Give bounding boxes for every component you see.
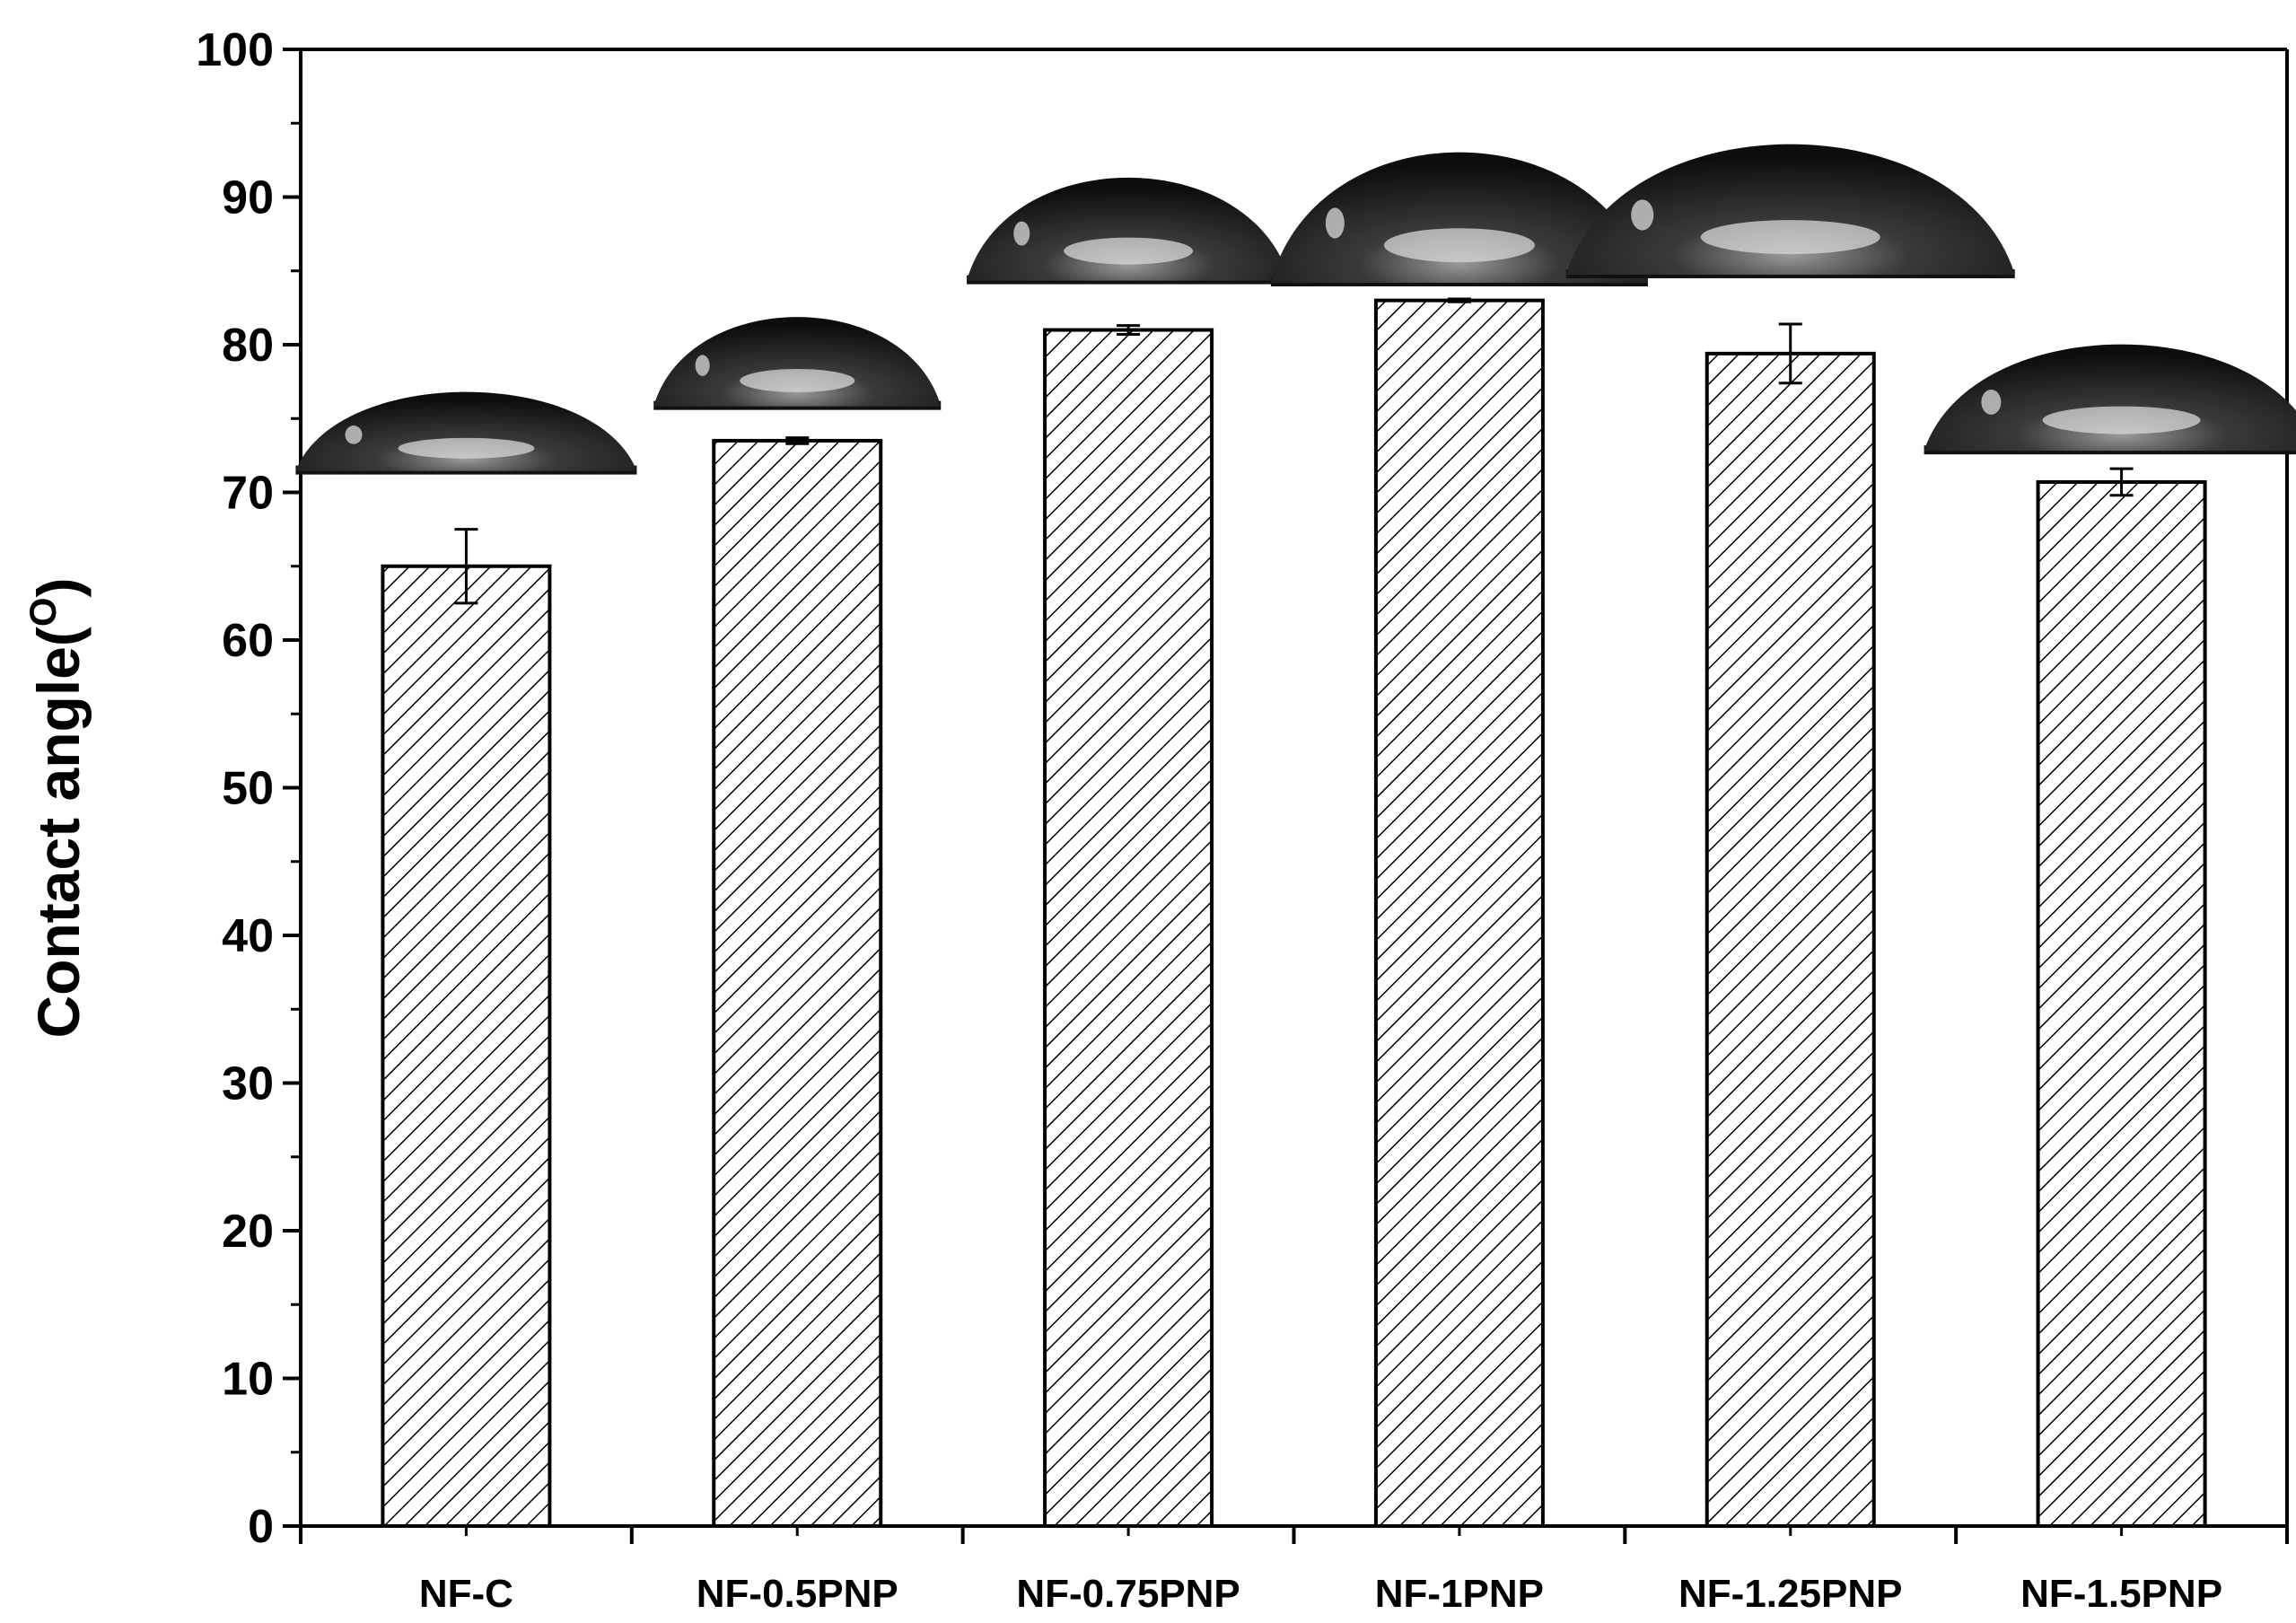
x-tick-label: NF-1.5PNP [2020,1572,2222,1616]
droplet-shape [295,391,637,471]
x-tick-label: NF-C [419,1572,513,1616]
error-bars [454,297,2134,605]
bar [381,564,552,1528]
bar [712,438,883,1528]
y-tick-label: 0 [248,1501,274,1553]
droplet-image [1565,144,2015,278]
droplet-highlight [1700,220,1880,255]
y-tick-label: 50 [222,763,274,815]
droplet-images [295,144,2296,475]
y-tick-label: 10 [222,1354,274,1406]
y-tick-label: 80 [222,320,274,372]
droplet-shape [967,177,1291,281]
droplet-glint [1013,221,1030,246]
droplet-glint [1981,389,2002,415]
droplet-shape [1270,152,1648,284]
y-tick-label: 70 [222,468,274,520]
droplet-shape [1565,144,2015,275]
y-axis-ticks: 0 10 20 30 40 50 60 70 80 90 100 [196,24,301,1553]
bar [2036,479,2207,1528]
bars [381,298,2207,1528]
droplet-image [1270,152,1648,287]
droplet-highlight [1383,228,1535,263]
bar [1704,351,1876,1528]
x-tick-label: NF-0.75PNP [1016,1572,1240,1616]
y-axis-title: Contact angle(O) [22,577,92,1038]
x-tick-label: NF-1.25PNP [1678,1572,1902,1616]
y-tick-label: 100 [196,24,274,76]
droplet-glint [345,425,363,444]
y-tick-label: 40 [222,910,274,962]
y-tick-label: 30 [222,1058,274,1110]
x-tick-label: NF-1PNP [1375,1572,1544,1616]
droplet-image [1924,344,2296,455]
x-tick-label: NF-0.5PNP [697,1572,898,1616]
droplet-image [967,177,1291,285]
y-tick-label: 20 [222,1206,274,1258]
droplet-shape [1924,344,2296,452]
droplet-image [653,317,942,410]
droplet-image [295,391,637,475]
bar [1373,298,1545,1528]
droplet-highlight [740,369,855,393]
droplet-highlight [398,437,535,459]
droplet-glint [1631,199,1654,231]
droplet-highlight [2042,406,2201,434]
y-tick-label: 90 [222,172,274,224]
category-labels: NF-C NF-0.5PNP NF-0.75PNP NF-1PNP NF-1.25PNP… [299,1526,2289,1616]
droplet-glint [1325,207,1345,239]
droplet-highlight [1064,237,1194,265]
droplet-shape [653,317,942,407]
bar [1043,328,1214,1528]
y-tick-label: 60 [222,615,274,667]
droplet-glint [695,355,710,376]
